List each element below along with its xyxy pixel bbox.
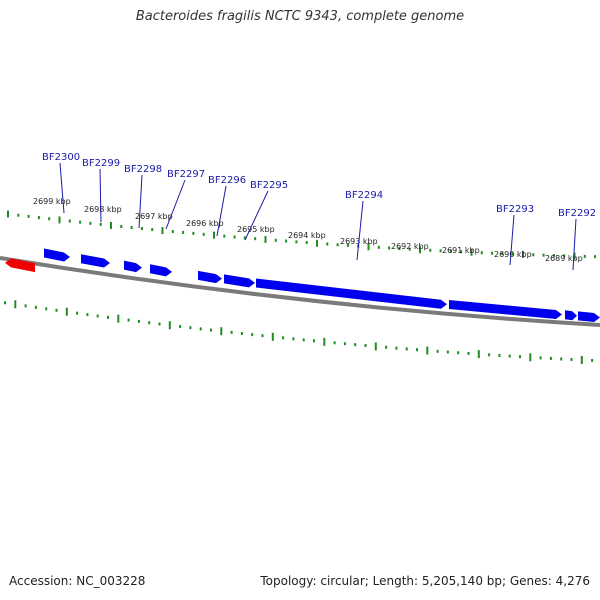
gene-leader-line bbox=[216, 185, 227, 237]
gene-leader-line bbox=[99, 168, 102, 223]
gene-label[interactable]: BF2293 bbox=[496, 204, 534, 215]
forward-gene-arrow[interactable] bbox=[150, 264, 172, 277]
forward-gene-arrow[interactable] bbox=[578, 311, 600, 323]
gene-leader-line bbox=[244, 190, 269, 241]
inner-tick-ring bbox=[4, 300, 594, 364]
gene-label[interactable]: BF2292 bbox=[558, 208, 596, 219]
ruler-label: 2689 kbp bbox=[545, 254, 583, 263]
forward-gene-arrow[interactable] bbox=[44, 248, 70, 262]
outer-tick-ring bbox=[7, 210, 597, 260]
ruler-label: 2696 kbp bbox=[186, 219, 224, 228]
forward-gene-arrow[interactable] bbox=[198, 270, 222, 284]
gene-leader-line bbox=[138, 174, 143, 229]
ruler-label: 2698 kbp bbox=[84, 205, 122, 214]
gene-leader-line bbox=[356, 200, 364, 261]
forward-gene-arrow[interactable] bbox=[565, 310, 577, 321]
ruler-label: 2692 kbp bbox=[391, 242, 429, 251]
forward-gene-arrow[interactable] bbox=[449, 299, 562, 320]
gene-label[interactable]: BF2295 bbox=[250, 180, 288, 191]
accession-text: Accession: NC_003228 bbox=[9, 574, 146, 588]
gene-track bbox=[5, 248, 600, 323]
forward-gene-arrow[interactable] bbox=[256, 278, 447, 309]
ruler-labels: 2699 kbp 2698 kbp 2697 kbp 2696 kbp 2695 kbp… bbox=[33, 197, 583, 263]
gene-label[interactable]: BF2298 bbox=[124, 164, 162, 175]
map-title: Bacteroides fragilis NCTC 9343, complete… bbox=[135, 9, 465, 24]
ruler-label: 2699 kbp bbox=[33, 197, 71, 206]
gene-leader-line bbox=[509, 214, 515, 266]
gene-label[interactable]: BF2296 bbox=[208, 175, 246, 186]
gene-leader-line bbox=[59, 162, 65, 214]
gene-label[interactable]: BF2297 bbox=[167, 169, 205, 180]
gene-label[interactable]: BF2299 bbox=[82, 158, 120, 169]
gene-leader-line bbox=[572, 218, 577, 271]
ruler-label: 2695 kbp bbox=[237, 225, 275, 234]
genome-summary-text: Topology: circular; Length: 5,205,140 bp… bbox=[260, 574, 590, 588]
genome-backbone bbox=[0, 256, 600, 327]
gene-label[interactable]: BF2294 bbox=[345, 190, 383, 201]
gene-label[interactable]: BF2300 bbox=[42, 152, 80, 163]
ruler-label: 2691 kbp bbox=[442, 246, 480, 255]
ruler-label: 2697 kbp bbox=[135, 212, 173, 221]
ruler-label: 2694 kbp bbox=[288, 231, 326, 240]
forward-gene-arrow[interactable] bbox=[224, 274, 255, 288]
forward-gene-arrow[interactable] bbox=[81, 254, 110, 268]
forward-gene-arrow[interactable] bbox=[124, 260, 142, 273]
reverse-gene-arrow[interactable] bbox=[5, 258, 35, 273]
gene-leader-line bbox=[165, 179, 186, 230]
ruler-label: 2690 kbp bbox=[494, 250, 532, 259]
